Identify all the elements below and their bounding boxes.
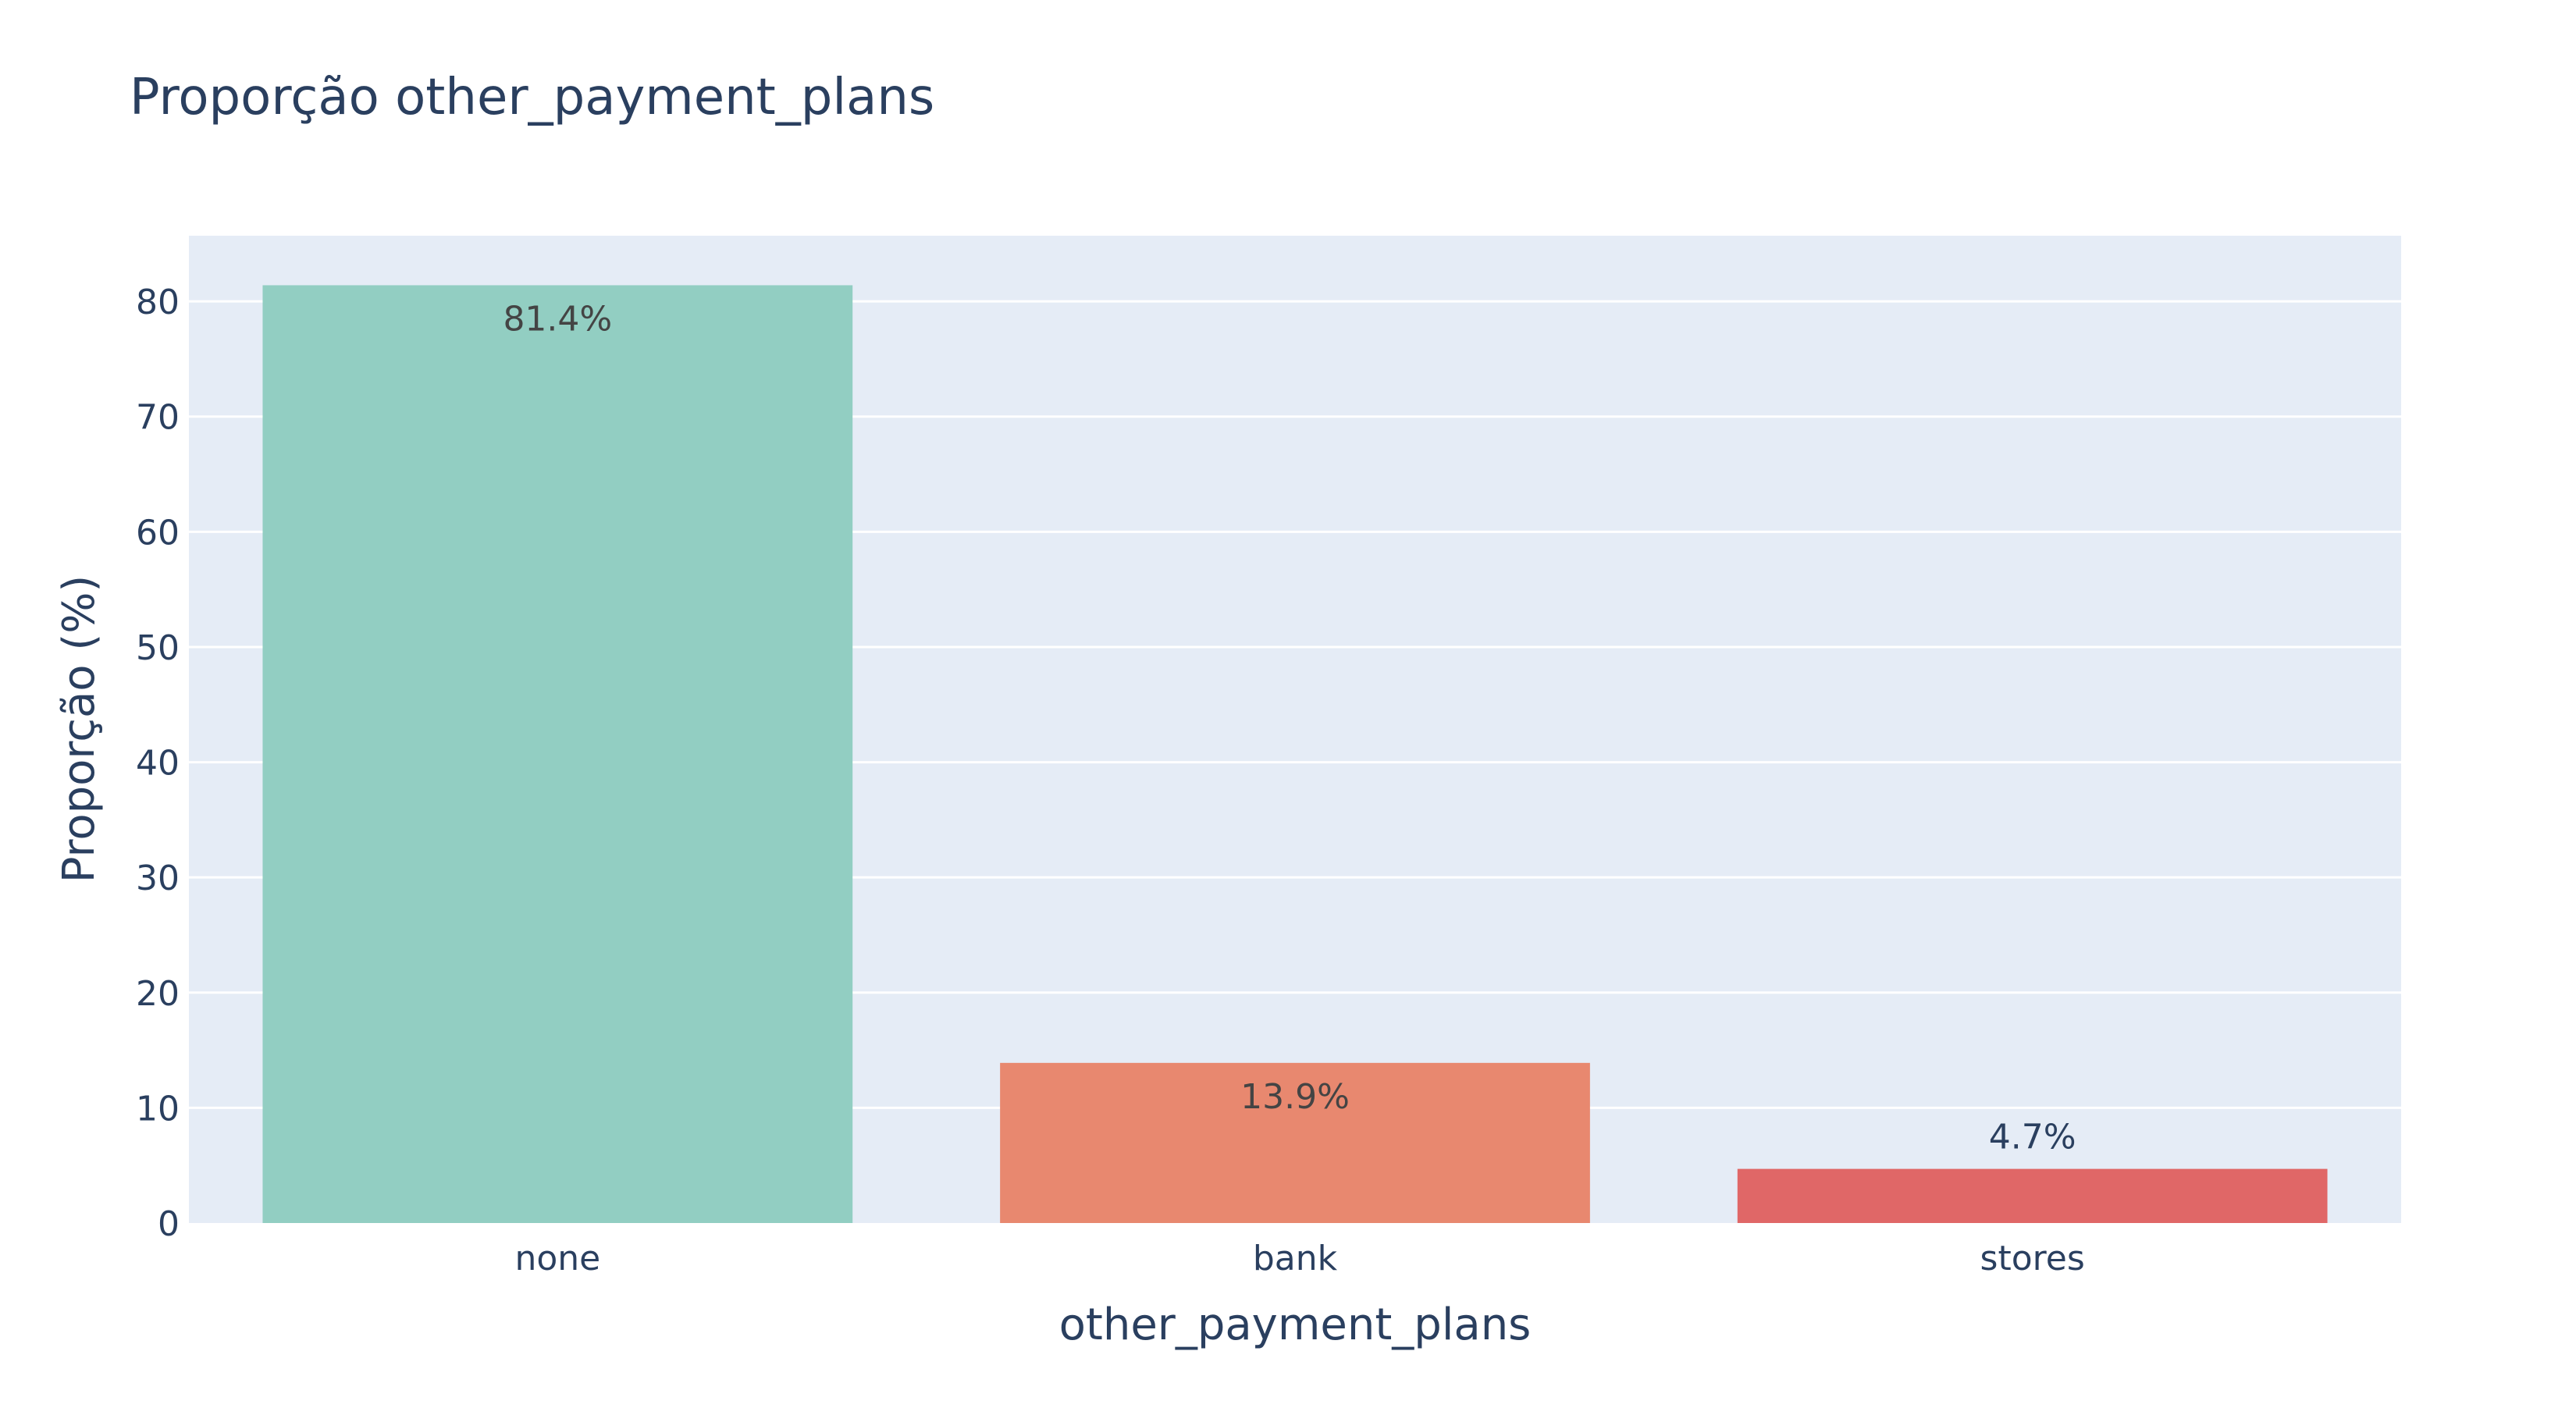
data-label: 4.7% (1989, 1118, 2076, 1157)
y-tick-label: 10 (136, 1089, 180, 1129)
y-tick-label: 30 (136, 859, 180, 898)
x-tick-label: none (514, 1239, 600, 1278)
bar-none (262, 285, 853, 1223)
data-label: 13.9% (1240, 1077, 1350, 1117)
bar-stores (1737, 1168, 2328, 1223)
chart-title: Proporção other_payment_plans (130, 69, 934, 126)
y-tick-label: 70 (136, 398, 180, 438)
data-label: 81.4% (503, 299, 612, 339)
y-tick-label: 80 (136, 283, 180, 322)
y-tick-label: 20 (136, 974, 180, 1014)
bar-bank (1000, 1062, 1590, 1223)
x-tick-label: bank (1253, 1239, 1338, 1278)
y-tick-label: 50 (136, 628, 180, 668)
y-tick-label: 0 (158, 1204, 180, 1244)
y-axis-ticks: 0 10 20 30 40 50 60 70 80 (136, 283, 180, 1244)
y-tick-label: 40 (136, 744, 180, 784)
x-axis-ticks: none bank stores (514, 1239, 2084, 1278)
x-axis-title: other_payment_plans (1059, 1300, 1532, 1350)
y-tick-label: 60 (136, 513, 180, 553)
y-axis-title: Proporção (%) (54, 575, 105, 884)
x-tick-label: stores (1980, 1239, 2085, 1278)
bars: 81.4% 13.9% 4.7% (262, 285, 2328, 1223)
